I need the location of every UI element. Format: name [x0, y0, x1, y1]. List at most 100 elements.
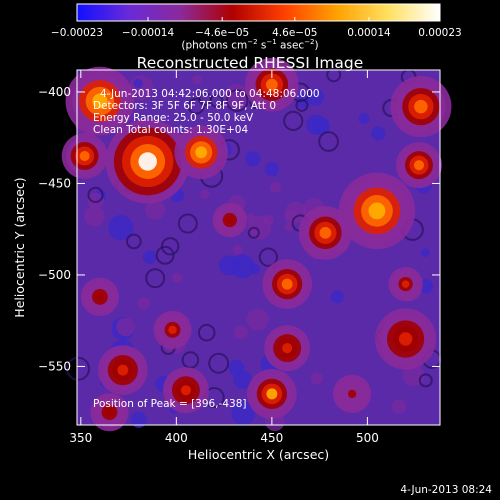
emission-blob [368, 202, 386, 220]
texture-ring [197, 323, 216, 342]
emission-blob [347, 389, 357, 399]
colorbar-tick-label: 0.00014 [347, 27, 391, 39]
texture-spot [144, 199, 166, 220]
texture-spot [108, 215, 134, 241]
emission-blob [319, 226, 332, 239]
texture-ring [177, 213, 198, 234]
x-tick-label: 500 [356, 431, 379, 445]
emission-blob [79, 150, 90, 162]
texture-ring [155, 245, 175, 265]
texture-ring [225, 89, 249, 112]
emission-blob [282, 343, 293, 354]
emission-blob [281, 278, 293, 290]
texture-ring [208, 352, 230, 374]
colorbar-unit: (photons cm−2 s−1 asec−2) [181, 38, 319, 52]
x-tick-label: 400 [165, 431, 188, 445]
y-tick-label: −500 [38, 268, 71, 282]
texture-ring [161, 237, 180, 256]
texture-spot [133, 78, 143, 89]
emission-blob [265, 78, 278, 91]
texture-ring [318, 131, 339, 152]
texture-ring [326, 67, 342, 83]
emission-blob [168, 325, 177, 335]
texture-spot [130, 411, 147, 428]
y-tick-label: −400 [38, 85, 71, 99]
colorbar-tick-label: −0.00014 [122, 27, 175, 39]
colorbar-tick-label: −4.6e−05 [195, 27, 249, 39]
colorbar-tick-label: −0.00023 [51, 27, 103, 39]
emission-blob [398, 332, 413, 346]
texture-spot [230, 254, 255, 279]
texture-ring [258, 247, 279, 267]
timestamp: 4-Jun-2013 08:24 [400, 484, 492, 496]
texture-spot [137, 297, 150, 310]
emission-blob [138, 152, 157, 171]
texture-spot [172, 272, 183, 284]
colorbar-ticks: −0.00023 −0.00014 −4.6e−05 4.6e−05 0.00014 0.… [51, 17, 462, 39]
emission-blob [414, 99, 428, 114]
texture-spot [116, 317, 135, 337]
texture-ring [125, 233, 142, 250]
texture-spot [270, 181, 281, 193]
texture-spot [142, 250, 157, 265]
x-axis-label: Heliocentric X (arcsec) [188, 447, 329, 462]
texture-ring [283, 110, 304, 131]
texture-spot [233, 370, 252, 389]
texture-spot [233, 245, 243, 255]
texture-spot [231, 401, 256, 426]
emission-blob [95, 292, 105, 302]
emission-blob [226, 216, 234, 224]
texture-spot [84, 206, 105, 227]
y-axis-label: Heliocentric Y (arcsec) [12, 177, 27, 317]
texture-spot [310, 372, 323, 385]
chart-title: Reconstructed RHESSI Image [136, 54, 364, 72]
texture-spot [330, 290, 344, 304]
texture-spot [247, 215, 272, 240]
texture-spot [358, 113, 370, 124]
texture-spot [224, 84, 250, 110]
texture-spot [420, 248, 430, 257]
texture-ring [187, 97, 205, 115]
texture-spot [285, 201, 307, 224]
texture-ring [87, 186, 104, 203]
texture-ring [295, 98, 309, 112]
annotation-detectors: Detectors: 3F 5F 6F 7F 8F 9F, Att 0 [93, 100, 277, 112]
emission-blob [413, 160, 425, 171]
texture-ring [418, 373, 433, 388]
emission-blob [105, 407, 114, 417]
emission-blob [180, 385, 191, 396]
annotation-time-range: 4-Jun-2013 04:42:06.000 to 04:48:06.000 [100, 88, 320, 100]
colorbar-tick-label: 4.6e−05 [272, 27, 317, 39]
annotation-peak-position: Position of Peak = [396,-438] [93, 398, 247, 410]
emission-blob [92, 93, 108, 109]
texture-spot [391, 399, 407, 414]
texture-spot [245, 151, 261, 167]
y-tick-label: −450 [38, 176, 71, 190]
colorbar-tick-label: 0.00023 [418, 27, 461, 39]
annotation-clean-counts: Clean Total counts: 1.30E+04 [93, 124, 249, 136]
texture-spot [371, 126, 386, 141]
y-tick-label: −550 [38, 359, 71, 373]
texture-spot [307, 88, 325, 106]
emission-blob [266, 388, 278, 400]
emission-blob [401, 280, 410, 288]
plot-frame [76, 69, 441, 426]
texture-spot [306, 114, 327, 135]
x-tick-label: 350 [69, 431, 92, 445]
texture-ring [247, 226, 260, 239]
texture-spot [246, 308, 269, 331]
texture-ring [145, 268, 166, 289]
texture-spot [199, 189, 210, 199]
emission-blob [117, 364, 129, 376]
texture-spot [264, 161, 279, 177]
annotation-energy-range: Energy Range: 25.0 - 50.0 keV [93, 112, 254, 124]
heatmap-image [61, 57, 452, 432]
emission-blob [195, 146, 208, 159]
texture-spot [233, 325, 248, 340]
colorbar [76, 3, 441, 22]
plot-axes: 350 400 450 500 −400 −450 −500 −550 Heliocentric… [12, 69, 441, 462]
x-tick-label: 450 [260, 431, 283, 445]
texture-spot [192, 75, 202, 85]
texture-ring [66, 356, 91, 381]
